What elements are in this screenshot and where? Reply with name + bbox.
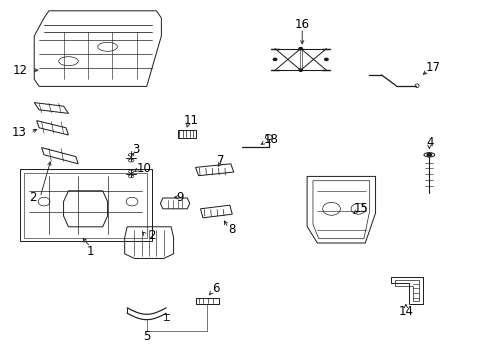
Text: 2: 2: [147, 229, 155, 242]
Text: 4: 4: [426, 136, 433, 149]
Circle shape: [323, 58, 328, 61]
Text: 2: 2: [29, 191, 37, 204]
Circle shape: [426, 153, 431, 157]
Circle shape: [272, 58, 277, 61]
Text: 7: 7: [217, 154, 224, 167]
Circle shape: [298, 47, 303, 50]
Circle shape: [298, 68, 303, 72]
Text: 1: 1: [86, 245, 94, 258]
Text: 14: 14: [398, 305, 412, 318]
Text: 11: 11: [183, 114, 198, 127]
Text: 5: 5: [142, 330, 150, 343]
Text: 8: 8: [227, 223, 235, 236]
Text: 17: 17: [425, 61, 439, 74]
Text: 18: 18: [264, 133, 278, 146]
Text: 6: 6: [212, 282, 220, 295]
Text: 9: 9: [176, 191, 183, 204]
Text: 12: 12: [13, 64, 28, 77]
Text: 13: 13: [12, 126, 27, 139]
Text: 15: 15: [353, 202, 367, 215]
Text: 3: 3: [132, 143, 140, 156]
Text: 10: 10: [137, 162, 151, 175]
Text: 16: 16: [294, 18, 309, 31]
